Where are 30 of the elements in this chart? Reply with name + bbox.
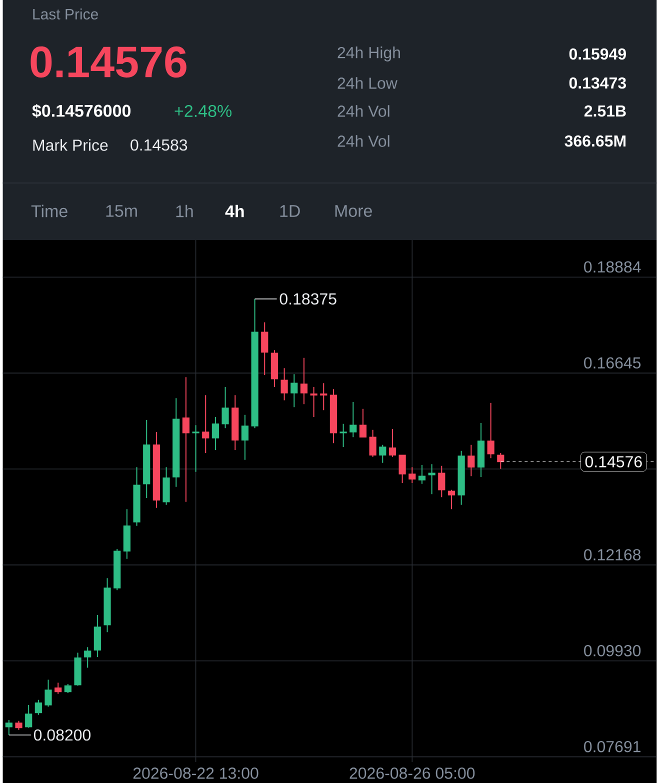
annotation: 0.18375 <box>280 293 336 305</box>
text: 1h <box>176 204 193 218</box>
text: 0.13473 <box>569 77 626 89</box>
text: Last Price <box>33 8 98 20</box>
text: 24h Low <box>338 77 398 89</box>
y-tick-label: 0.18884 <box>584 261 641 273</box>
text: 24h Vol <box>338 135 390 147</box>
text: 0.14576 <box>30 46 187 78</box>
y-tick-label: 0.16645 <box>584 357 641 369</box>
annotation: 0.08200 <box>34 729 91 741</box>
x-tick-label: 2026-08-22 13:00 <box>134 768 258 779</box>
text: 1D <box>280 205 300 217</box>
y-tick-label: 0.07691 <box>584 740 641 752</box>
text: +2.48% <box>174 104 232 118</box>
text: $0.14576000 <box>32 104 131 118</box>
text: 0.15949 <box>569 48 626 60</box>
text: 15m <box>106 205 138 217</box>
text: More <box>335 205 372 217</box>
text: 0.14583 <box>130 139 188 151</box>
y-tick-label: 0.12168 <box>584 549 641 560</box>
text: 24h High <box>338 46 400 62</box>
text: 366.65M <box>564 135 626 147</box>
text: Time <box>31 204 68 218</box>
text: 24h Vol <box>338 105 390 117</box>
x-tick-label: 2026-08-26 05:00 <box>350 768 475 779</box>
ref-line-label: 0.14576 <box>585 456 642 468</box>
y-tick-label: 0.09930 <box>584 645 641 656</box>
text: Mark Price <box>33 139 108 151</box>
text: 2.51B <box>584 105 626 117</box>
text: 4h <box>225 204 244 218</box>
